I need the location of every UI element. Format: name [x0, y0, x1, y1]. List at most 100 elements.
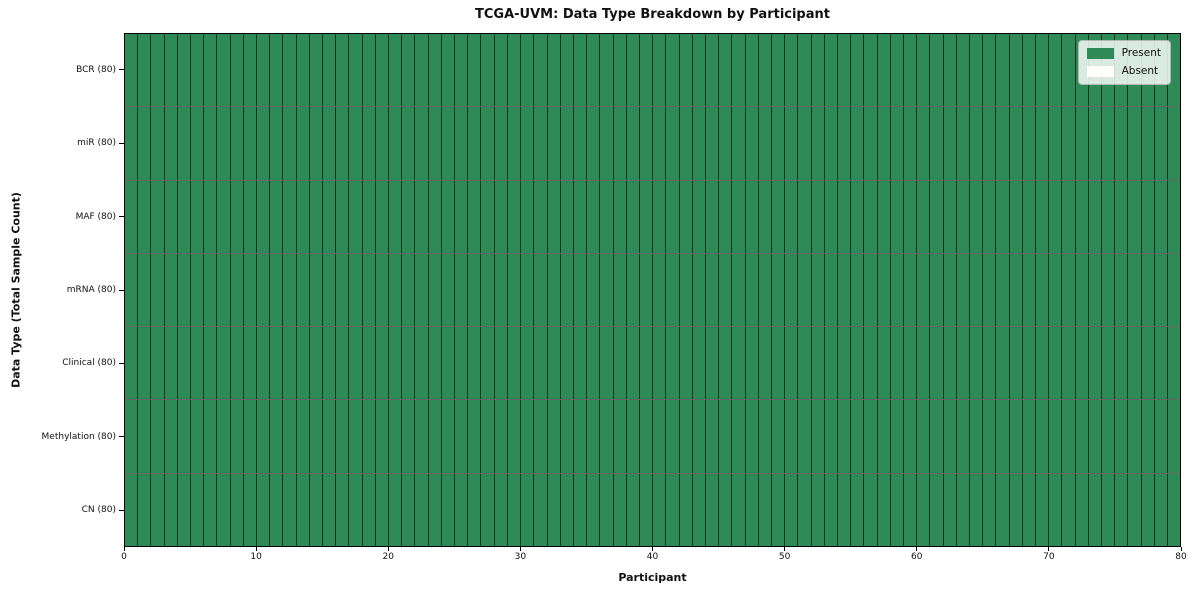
heatmap-cell [613, 400, 627, 473]
heatmap-cell [362, 400, 376, 473]
heatmap-cell [692, 34, 706, 107]
heatmap-cell [930, 34, 944, 107]
heatmap-cell [296, 400, 310, 473]
heatmap-cell [917, 253, 931, 327]
heatmap-cell [389, 473, 403, 546]
heatmap-cell [956, 180, 970, 253]
heatmap-cell [177, 473, 192, 546]
heatmap-cell [1168, 34, 1181, 107]
heatmap-cell [164, 107, 178, 180]
heatmap-cell [837, 327, 852, 400]
heatmap-cell [138, 400, 152, 473]
heatmap-cell [1075, 473, 1089, 546]
heatmap-cell [1128, 107, 1142, 180]
heatmap-cell [217, 180, 231, 253]
heatmap-cell [1088, 253, 1103, 327]
heatmap-cell [851, 327, 865, 400]
heatmap-cell [1049, 34, 1063, 107]
heatmap-cell [917, 327, 931, 400]
heatmap-cell [375, 253, 390, 327]
heatmap-cell [257, 107, 271, 180]
heatmap-cell [824, 253, 838, 327]
heatmap-cell [428, 473, 442, 546]
heatmap-cell [692, 180, 706, 253]
x-tick-label: 0 [121, 552, 127, 562]
heatmap-cell [428, 253, 442, 327]
heatmap-cell [481, 34, 495, 107]
heatmap-cell [468, 180, 482, 253]
heatmap-cell [428, 400, 442, 473]
heatmap-cell [758, 473, 772, 546]
heatmap-cell [798, 327, 812, 400]
heatmap-cell [217, 400, 231, 473]
heatmap-cell [1115, 473, 1129, 546]
heatmap-cell [177, 400, 192, 473]
heatmap-cell [983, 107, 997, 180]
heatmap-cell [851, 180, 865, 253]
heatmap-cell [283, 180, 297, 253]
heatmap-cell [534, 34, 548, 107]
heatmap-cell [890, 107, 904, 180]
heatmap-cell [164, 400, 178, 473]
heatmap-cell [177, 34, 192, 107]
heatmap-cell [917, 400, 931, 473]
heatmap-cell [389, 400, 403, 473]
heatmap-cell [811, 400, 825, 473]
heatmap-cell [692, 253, 706, 327]
heatmap-cell [441, 400, 456, 473]
heatmap-cell [151, 107, 165, 180]
heatmap-cell [785, 473, 799, 546]
heatmap-cell [1036, 180, 1050, 253]
heatmap-cell [1154, 253, 1169, 327]
heatmap-cell [257, 473, 271, 546]
heatmap-cell [204, 327, 218, 400]
heatmap-cell [151, 34, 165, 107]
heatmap-cell [1102, 180, 1116, 253]
heatmap-cell [600, 180, 614, 253]
heatmap-cell [692, 327, 706, 400]
heatmap-cell [890, 400, 904, 473]
heatmap-cell [1168, 253, 1181, 327]
heatmap-cell [758, 107, 772, 180]
heatmap-cell [956, 253, 970, 327]
heatmap-row-mRNA [125, 253, 1181, 328]
heatmap-row-MAF [125, 180, 1181, 254]
heatmap-cell [455, 473, 469, 546]
heatmap-cell [837, 253, 852, 327]
heatmap-cell [785, 34, 799, 107]
heatmap-cell [864, 400, 878, 473]
heatmap-grid [125, 34, 1181, 546]
heatmap-cell [362, 253, 376, 327]
heatmap-cell [600, 400, 614, 473]
heatmap-cell [705, 180, 720, 253]
heatmap-cell [956, 327, 970, 400]
heatmap-cell [560, 327, 574, 400]
heatmap-cell [230, 34, 244, 107]
heatmap-cell [970, 107, 984, 180]
heatmap-cell [534, 107, 548, 180]
heatmap-cell [455, 107, 469, 180]
heatmap-cell [1128, 473, 1142, 546]
heatmap-cell [573, 327, 588, 400]
heatmap-cell [428, 107, 442, 180]
heatmap-cell [824, 473, 838, 546]
heatmap-cell [639, 107, 654, 180]
heatmap-cell [705, 473, 720, 546]
heatmap-cell [243, 327, 258, 400]
heatmap-cell [639, 180, 654, 253]
heatmap-cell [257, 180, 271, 253]
heatmap-cell [666, 180, 680, 253]
heatmap-cell [323, 253, 337, 327]
heatmap-cell [837, 34, 852, 107]
heatmap-cell [375, 107, 390, 180]
y-tick-mark [119, 289, 124, 291]
heatmap-cell [930, 180, 944, 253]
heatmap-cell [349, 327, 363, 400]
heatmap-cell [679, 327, 693, 400]
heatmap-cell [798, 473, 812, 546]
heatmap-cell [362, 473, 376, 546]
heatmap-cell [573, 473, 588, 546]
heatmap-cell [600, 34, 614, 107]
heatmap-cell [402, 253, 416, 327]
heatmap-cell [336, 400, 350, 473]
